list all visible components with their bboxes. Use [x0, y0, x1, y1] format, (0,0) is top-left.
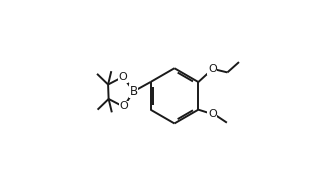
Text: O: O [208, 109, 217, 119]
Text: B: B [129, 85, 138, 98]
Text: O: O [119, 72, 128, 82]
Text: O: O [119, 101, 128, 111]
Text: O: O [208, 64, 217, 74]
